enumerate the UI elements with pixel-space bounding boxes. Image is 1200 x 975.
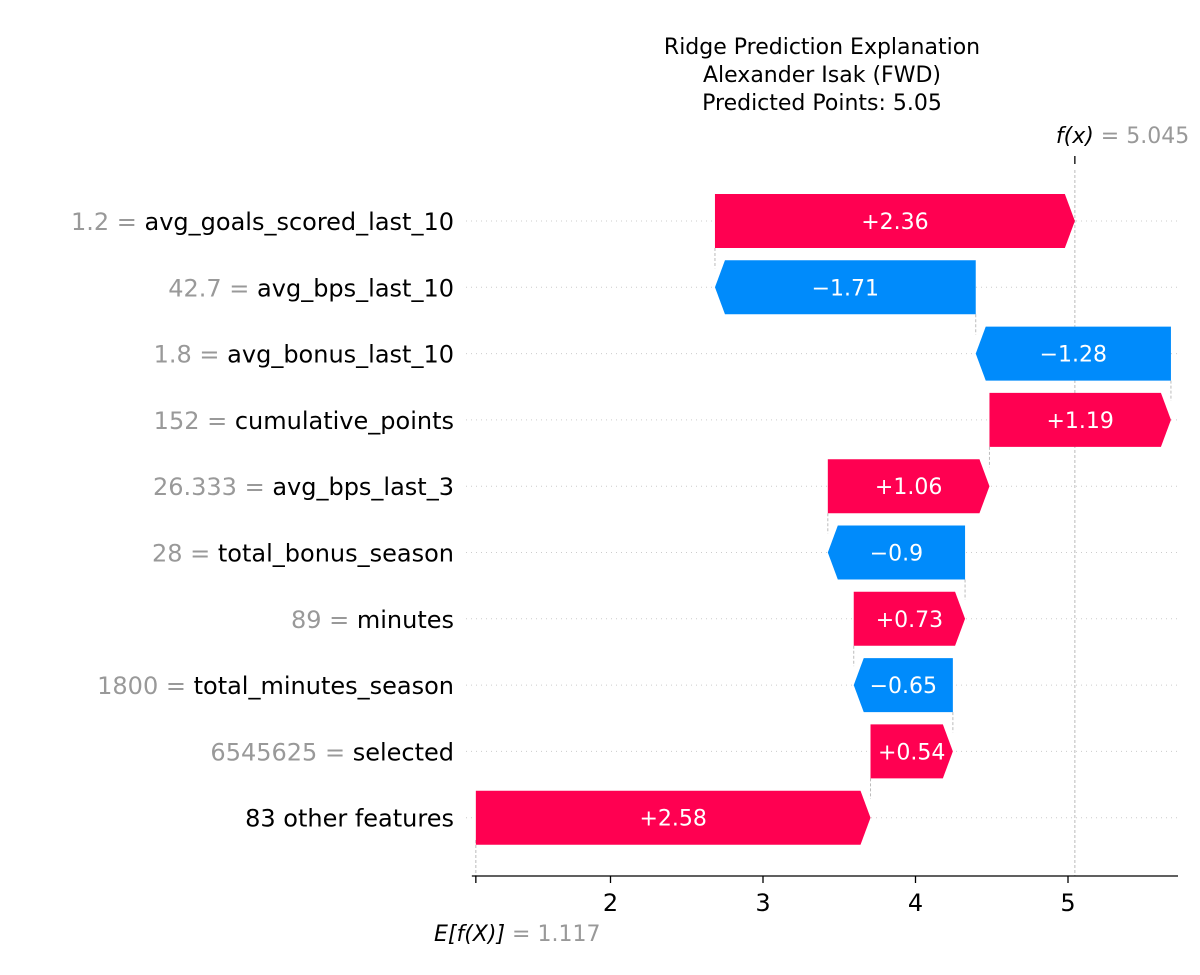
output-value: = 5.045 xyxy=(1101,124,1189,149)
contribution-label: +1.06 xyxy=(875,475,942,500)
positive-contribution-bar xyxy=(475,790,871,845)
feature-value: 28 = xyxy=(152,540,218,568)
feature-name: avg_bps_last_3 xyxy=(272,473,454,501)
x-tick-label: 2 xyxy=(603,889,618,917)
feature-name: cumulative_points xyxy=(235,407,454,435)
feature-label: 1.2 = avg_goals_scored_last_10 xyxy=(71,208,454,236)
negative-contribution-bar xyxy=(827,525,966,580)
feature-value: 152 = xyxy=(154,407,235,435)
feature-value: 1800 = xyxy=(97,672,193,700)
negative-contribution-bar xyxy=(714,260,976,315)
feature-value: 6545625 = xyxy=(210,738,352,766)
x-tick-label: 4 xyxy=(908,889,923,917)
feature-value: 1.2 = xyxy=(71,208,145,236)
feature-label: 42.7 = avg_bps_last_10 xyxy=(168,274,454,302)
positive-contribution-bar xyxy=(989,392,1171,447)
feature-label: 89 = minutes xyxy=(291,606,454,634)
title-line-1: Ridge Prediction Explanation xyxy=(664,35,980,60)
positive-contribution-bar xyxy=(853,591,966,646)
contribution-label: −1.71 xyxy=(812,276,879,301)
feature-value: 26.333 = xyxy=(153,473,272,501)
contribution-label: −0.9 xyxy=(870,542,923,567)
feature-name: avg_bps_last_10 xyxy=(257,274,454,302)
output-label: f(x) xyxy=(1056,124,1101,149)
feature-labels: 1.2 = avg_goals_scored_last_10 42.7 = avg… xyxy=(71,208,454,833)
feature-label: 26.333 = avg_bps_last_3 xyxy=(153,473,454,501)
contribution-label: +0.73 xyxy=(876,608,943,633)
feature-label: 1800 = total_minutes_season xyxy=(97,672,454,700)
feature-value: 1.8 = xyxy=(154,341,228,369)
annotations: f(x) = 5.045 E[f(X)] = 1.117 xyxy=(434,124,1189,947)
feature-label: 28 = total_bonus_season xyxy=(152,540,454,568)
feature-name: avg_bonus_last_10 xyxy=(227,341,454,369)
chart-title: Ridge Prediction Explanation Alexander I… xyxy=(664,35,980,116)
contribution-label: +2.36 xyxy=(861,210,928,235)
negative-contribution-bar xyxy=(853,658,953,713)
x-axis: 2 3 4 5 xyxy=(471,156,1178,917)
x-tick-label: 3 xyxy=(755,889,770,917)
bars: +2.36 −1.71 −1.28 +1.19 +1.06 −0.9 +0.73 −0.65 +… xyxy=(475,194,1171,845)
positive-contribution-bar xyxy=(827,459,990,514)
positive-contribution-bar xyxy=(714,194,1075,248)
feature-value: 89 = xyxy=(291,606,357,634)
feature-name: minutes xyxy=(357,606,454,634)
feature-value: 42.7 = xyxy=(168,274,257,302)
base-label: E[f(X)] xyxy=(434,922,512,947)
feature-name: total_minutes_season xyxy=(194,672,454,700)
feature-label: 152 = cumulative_points xyxy=(154,407,454,435)
output-value-annotation: f(x) = 5.045 xyxy=(1056,124,1189,149)
feature-name: selected xyxy=(353,738,454,766)
base-value-annotation: E[f(X)] = 1.117 xyxy=(434,922,600,947)
feature-label: 1.8 = avg_bonus_last_10 xyxy=(154,341,454,369)
base-value: = 1.117 xyxy=(512,922,600,947)
reference-lines xyxy=(475,170,1172,876)
negative-contribution-bar xyxy=(975,326,1171,381)
feature-name: avg_goals_scored_last_10 xyxy=(145,208,455,236)
title-line-2: Alexander Isak (FWD) xyxy=(703,63,941,88)
contribution-label: +0.54 xyxy=(878,740,945,765)
contribution-label: +2.58 xyxy=(639,807,706,832)
x-tick-label: 5 xyxy=(1060,889,1075,917)
title-line-3: Predicted Points: 5.05 xyxy=(702,91,942,116)
feature-label: 6545625 = selected xyxy=(210,738,454,766)
positive-contribution-bar xyxy=(870,724,953,779)
contribution-label: −0.65 xyxy=(870,674,937,699)
feature-name: 83 other features xyxy=(245,805,454,833)
contribution-label: +1.19 xyxy=(1046,409,1113,434)
feature-name: total_bonus_season xyxy=(218,540,454,568)
contribution-label: −1.28 xyxy=(1040,343,1107,368)
feature-label: 83 other features xyxy=(245,805,454,833)
